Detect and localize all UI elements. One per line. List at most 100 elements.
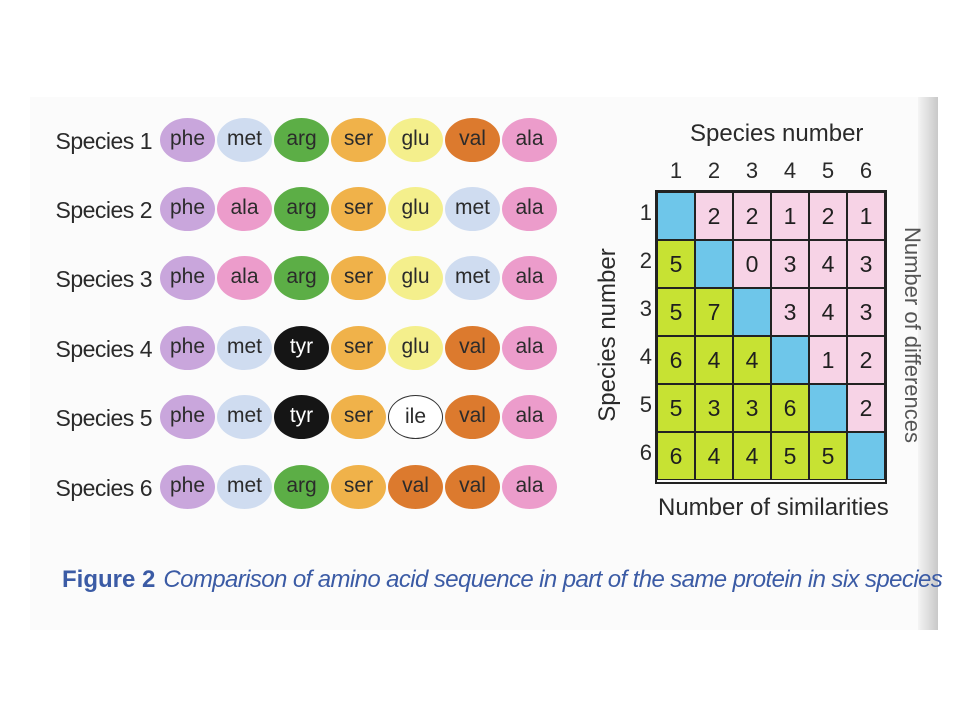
column-number: 4 (783, 158, 797, 183)
matrix-cell-similarity: 6 (771, 384, 809, 432)
x-axis-label: Number of similarities (658, 494, 889, 521)
matrix-cell-difference: 3 (847, 240, 885, 288)
amino-acid-oval: arg (274, 118, 329, 162)
amino-acid-oval: ser (331, 256, 386, 300)
amino-acid-oval: ser (331, 465, 386, 509)
matrix-cell-difference: 2 (847, 336, 885, 384)
matrix-cell-similarity: 5 (657, 240, 695, 288)
amino-acid-oval: tyr (274, 395, 329, 439)
matrix-cell-similarity: 5 (657, 384, 695, 432)
matrix-cell-difference: 4 (809, 240, 847, 288)
amino-acid-oval: ala (217, 256, 272, 300)
amino-acid-oval: phe (160, 465, 215, 509)
matrix-cell-difference: 1 (809, 336, 847, 384)
page-edge-shadow (918, 97, 938, 630)
amino-acid-oval: ala (502, 118, 557, 162)
column-number: 5 (821, 158, 835, 183)
amino-acid-oval: ser (331, 326, 386, 370)
species-label: Species 5 (55, 405, 152, 431)
amino-acid-oval: met (445, 187, 500, 231)
matrix-cell-difference: 2 (733, 192, 771, 240)
caption-text: Comparison of amino acid sequence in par… (163, 566, 943, 593)
amino-acid-oval: glu (388, 326, 443, 370)
matrix-cell-similarity: 4 (733, 336, 771, 384)
sequence-row: Species 4 phe met tyr ser glu val ala (40, 326, 580, 376)
matrix-cell-difference: 2 (809, 192, 847, 240)
matrix-cell-difference: 2 (847, 384, 885, 432)
amino-acid-oval: glu (388, 118, 443, 162)
matrix-cell-difference: 3 (771, 240, 809, 288)
amino-acid-oval: val (445, 118, 500, 162)
species-label: Species 6 (55, 475, 152, 501)
matrix-cell-similarity: 5 (771, 432, 809, 480)
column-number: 2 (707, 158, 721, 183)
species-label: Species 4 (55, 336, 152, 362)
amino-acid-oval: ser (331, 395, 386, 439)
matrix-cell-difference: 3 (771, 288, 809, 336)
amino-acid-oval: phe (160, 256, 215, 300)
caption-figure-number: Figure 2 (62, 566, 156, 593)
species-label: Species 3 (55, 266, 152, 292)
matrix-cell-similarity: 4 (695, 336, 733, 384)
amino-acid-oval: arg (274, 256, 329, 300)
amino-acid-oval: ser (331, 187, 386, 231)
amino-acid-oval: arg (274, 465, 329, 509)
amino-acid-oval: phe (160, 395, 215, 439)
amino-acid-oval: ala (502, 395, 557, 439)
row-number: 2 (639, 248, 652, 273)
matrix-cell-diagonal (657, 192, 695, 240)
matrix-cell-similarity: 4 (733, 432, 771, 480)
amino-acid-oval: met (217, 326, 272, 370)
column-number: 3 (745, 158, 759, 183)
species-label: Species 2 (55, 197, 152, 223)
row-number: 5 (639, 392, 652, 417)
amino-acid-oval: glu (388, 187, 443, 231)
y-axis-label: Species number (594, 248, 621, 422)
amino-acid-oval: ala (502, 465, 557, 509)
matrix-cell-diagonal (771, 336, 809, 384)
sequence-row: Species 1 phe met arg ser glu val ala (40, 118, 580, 168)
matrix-cell-difference: 1 (771, 192, 809, 240)
amino-acid-oval: ile (388, 395, 443, 439)
amino-acid-oval: phe (160, 326, 215, 370)
matrix-cell-difference: 0 (733, 240, 771, 288)
amino-acid-oval: ser (331, 118, 386, 162)
sequence-row: Species 3 phe ala arg ser glu met ala (40, 256, 580, 306)
amino-acid-oval: val (445, 465, 500, 509)
matrix-cell-diagonal (733, 288, 771, 336)
matrix-cell-similarity: 6 (657, 336, 695, 384)
amino-acid-oval: arg (274, 187, 329, 231)
amino-acid-oval: val (388, 465, 443, 509)
column-number: 6 (859, 158, 873, 183)
matrix-cell-similarity: 5 (657, 288, 695, 336)
sequence-row: Species 2 phe ala arg ser glu met ala (40, 187, 580, 237)
matrix-cell-similarity: 5 (809, 432, 847, 480)
species-label: Species 1 (55, 128, 152, 154)
amino-acid-oval: phe (160, 118, 215, 162)
matrix-cell-diagonal (695, 240, 733, 288)
sequence-row: Species 5 phe met tyr ser ile val ala (40, 395, 580, 445)
matrix-cell-diagonal (809, 384, 847, 432)
matrix-cell-difference: 1 (847, 192, 885, 240)
row-number: 3 (639, 296, 652, 321)
amino-acid-oval: ala (217, 187, 272, 231)
right-axis-label: Number of differences (900, 226, 925, 444)
column-number: 1 (669, 158, 683, 183)
amino-acid-oval: ala (502, 326, 557, 370)
matrix-cell-similarity: 3 (695, 384, 733, 432)
matrix-title: Species number (690, 120, 864, 147)
amino-acid-oval: val (445, 395, 500, 439)
sequence-row: Species 6 phe met arg ser val val ala (40, 465, 580, 515)
amino-acid-oval: ala (502, 187, 557, 231)
amino-acid-oval: met (217, 118, 272, 162)
matrix-cell-similarity: 6 (657, 432, 695, 480)
matrix-cell-difference: 2 (695, 192, 733, 240)
matrix-cell-similarity: 7 (695, 288, 733, 336)
amino-acid-oval: phe (160, 187, 215, 231)
amino-acid-oval: glu (388, 256, 443, 300)
row-number: 4 (639, 344, 652, 369)
matrix-cell-diagonal (847, 432, 885, 480)
amino-acid-oval: ala (502, 256, 557, 300)
